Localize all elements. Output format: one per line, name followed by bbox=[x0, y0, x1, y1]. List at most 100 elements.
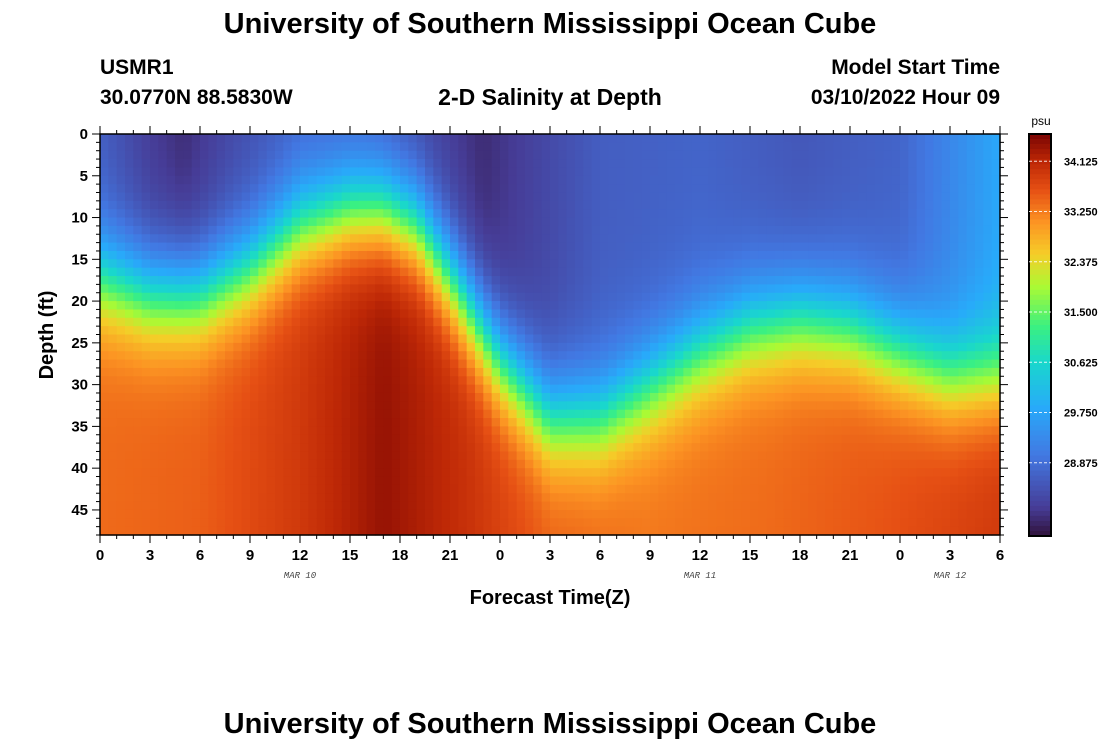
heatmap-cell bbox=[533, 409, 543, 419]
heatmap-cell bbox=[325, 259, 334, 269]
heatmap-cell bbox=[825, 392, 834, 402]
heatmap-cell bbox=[583, 376, 593, 386]
heatmap-cell bbox=[866, 476, 876, 486]
heatmap-cell bbox=[466, 250, 476, 260]
heatmap-cell bbox=[225, 267, 234, 277]
heatmap-cell bbox=[316, 392, 326, 402]
heatmap-cell bbox=[291, 434, 301, 444]
heatmap-cell bbox=[633, 184, 643, 194]
heatmap-cell bbox=[908, 150, 918, 160]
heatmap-cell bbox=[733, 301, 743, 311]
heatmap-cell bbox=[508, 209, 518, 219]
heatmap-cell bbox=[116, 459, 126, 469]
heatmap-cell bbox=[458, 526, 468, 536]
heatmap-cell bbox=[933, 200, 943, 210]
heatmap-cell bbox=[308, 459, 318, 469]
heatmap-cell bbox=[316, 242, 326, 252]
heatmap-cell bbox=[808, 184, 818, 194]
heatmap-cell bbox=[275, 476, 284, 486]
heatmap-cell bbox=[341, 376, 351, 386]
heatmap-cell bbox=[708, 526, 718, 536]
heatmap-cell bbox=[375, 217, 384, 227]
heatmap-cell bbox=[816, 526, 826, 536]
heatmap-cell bbox=[708, 342, 718, 352]
heatmap-cell bbox=[800, 217, 809, 227]
heatmap-cell bbox=[325, 351, 334, 361]
heatmap-cell bbox=[558, 184, 568, 194]
heatmap-cell bbox=[208, 426, 218, 436]
heatmap-cell bbox=[766, 209, 776, 219]
heatmap-cell bbox=[683, 334, 693, 344]
heatmap-cell bbox=[283, 459, 293, 469]
heatmap-cell bbox=[158, 518, 168, 528]
heatmap-cell bbox=[733, 493, 743, 503]
heatmap-cell bbox=[375, 142, 384, 152]
heatmap-cell bbox=[450, 401, 459, 411]
heatmap-cell bbox=[175, 175, 184, 185]
heatmap-cell bbox=[458, 200, 468, 210]
heatmap-cell bbox=[466, 200, 476, 210]
heatmap-cell bbox=[800, 526, 809, 536]
heatmap-cell bbox=[358, 342, 368, 352]
heatmap-cell bbox=[566, 367, 576, 377]
heatmap-cell bbox=[625, 326, 634, 336]
heatmap-cell bbox=[541, 276, 551, 285]
heatmap-cell bbox=[333, 501, 343, 511]
heatmap-cell bbox=[916, 134, 926, 143]
heatmap-cell bbox=[166, 468, 176, 478]
heatmap-cell bbox=[358, 242, 368, 252]
heatmap-cell bbox=[291, 284, 301, 294]
heatmap-cell bbox=[241, 284, 251, 294]
heatmap-cell bbox=[141, 192, 151, 202]
heatmap-cell bbox=[141, 267, 151, 277]
heatmap-cell bbox=[141, 392, 151, 402]
heatmap-cell bbox=[375, 242, 384, 252]
heatmap-cell bbox=[533, 250, 543, 260]
heatmap-cell bbox=[275, 493, 284, 503]
heatmap-cell bbox=[708, 326, 718, 336]
heatmap-cell bbox=[933, 259, 943, 269]
heatmap-cell bbox=[391, 418, 401, 427]
heatmap-cell bbox=[641, 342, 651, 352]
heatmap-cell bbox=[608, 518, 618, 528]
heatmap-cell bbox=[408, 518, 418, 528]
heatmap-cell bbox=[333, 225, 343, 235]
heatmap-cell bbox=[716, 259, 726, 269]
heatmap-cell bbox=[550, 334, 559, 344]
heatmap-cell bbox=[258, 518, 268, 528]
heatmap-cell bbox=[383, 225, 393, 235]
heatmap-cell bbox=[391, 426, 401, 436]
heatmap-cell bbox=[491, 351, 501, 361]
heatmap-cell bbox=[791, 284, 801, 294]
heatmap-cell bbox=[283, 376, 293, 386]
salinity-heatmap bbox=[100, 134, 1001, 536]
heatmap-cell bbox=[925, 493, 934, 503]
heatmap-cell bbox=[258, 392, 268, 402]
heatmap-cell bbox=[275, 526, 284, 536]
heatmap-cell bbox=[650, 351, 659, 361]
heatmap-cell bbox=[391, 493, 401, 503]
heatmap-cell bbox=[275, 451, 284, 461]
heatmap-cell bbox=[516, 526, 526, 536]
heatmap-cell bbox=[841, 209, 851, 219]
heatmap-cell bbox=[366, 418, 376, 427]
heatmap-cell bbox=[233, 242, 243, 252]
heatmap-cell bbox=[825, 451, 834, 461]
heatmap-cell bbox=[758, 367, 768, 377]
heatmap-cell bbox=[308, 301, 318, 311]
heatmap-cell bbox=[233, 418, 243, 427]
heatmap-cell bbox=[783, 484, 793, 494]
heatmap-cell bbox=[350, 484, 359, 494]
heatmap-cell bbox=[175, 384, 184, 394]
heatmap-cell bbox=[708, 451, 718, 461]
heatmap-cell bbox=[200, 276, 209, 285]
heatmap-cell bbox=[358, 134, 368, 143]
heatmap-cell bbox=[916, 484, 926, 494]
heatmap-cell bbox=[725, 509, 734, 519]
heatmap-cell bbox=[566, 518, 576, 528]
heatmap-cell bbox=[866, 150, 876, 160]
heatmap-cell bbox=[391, 459, 401, 469]
heatmap-cell bbox=[908, 317, 918, 327]
heatmap-cell bbox=[100, 292, 109, 302]
heatmap-cell bbox=[133, 167, 143, 177]
